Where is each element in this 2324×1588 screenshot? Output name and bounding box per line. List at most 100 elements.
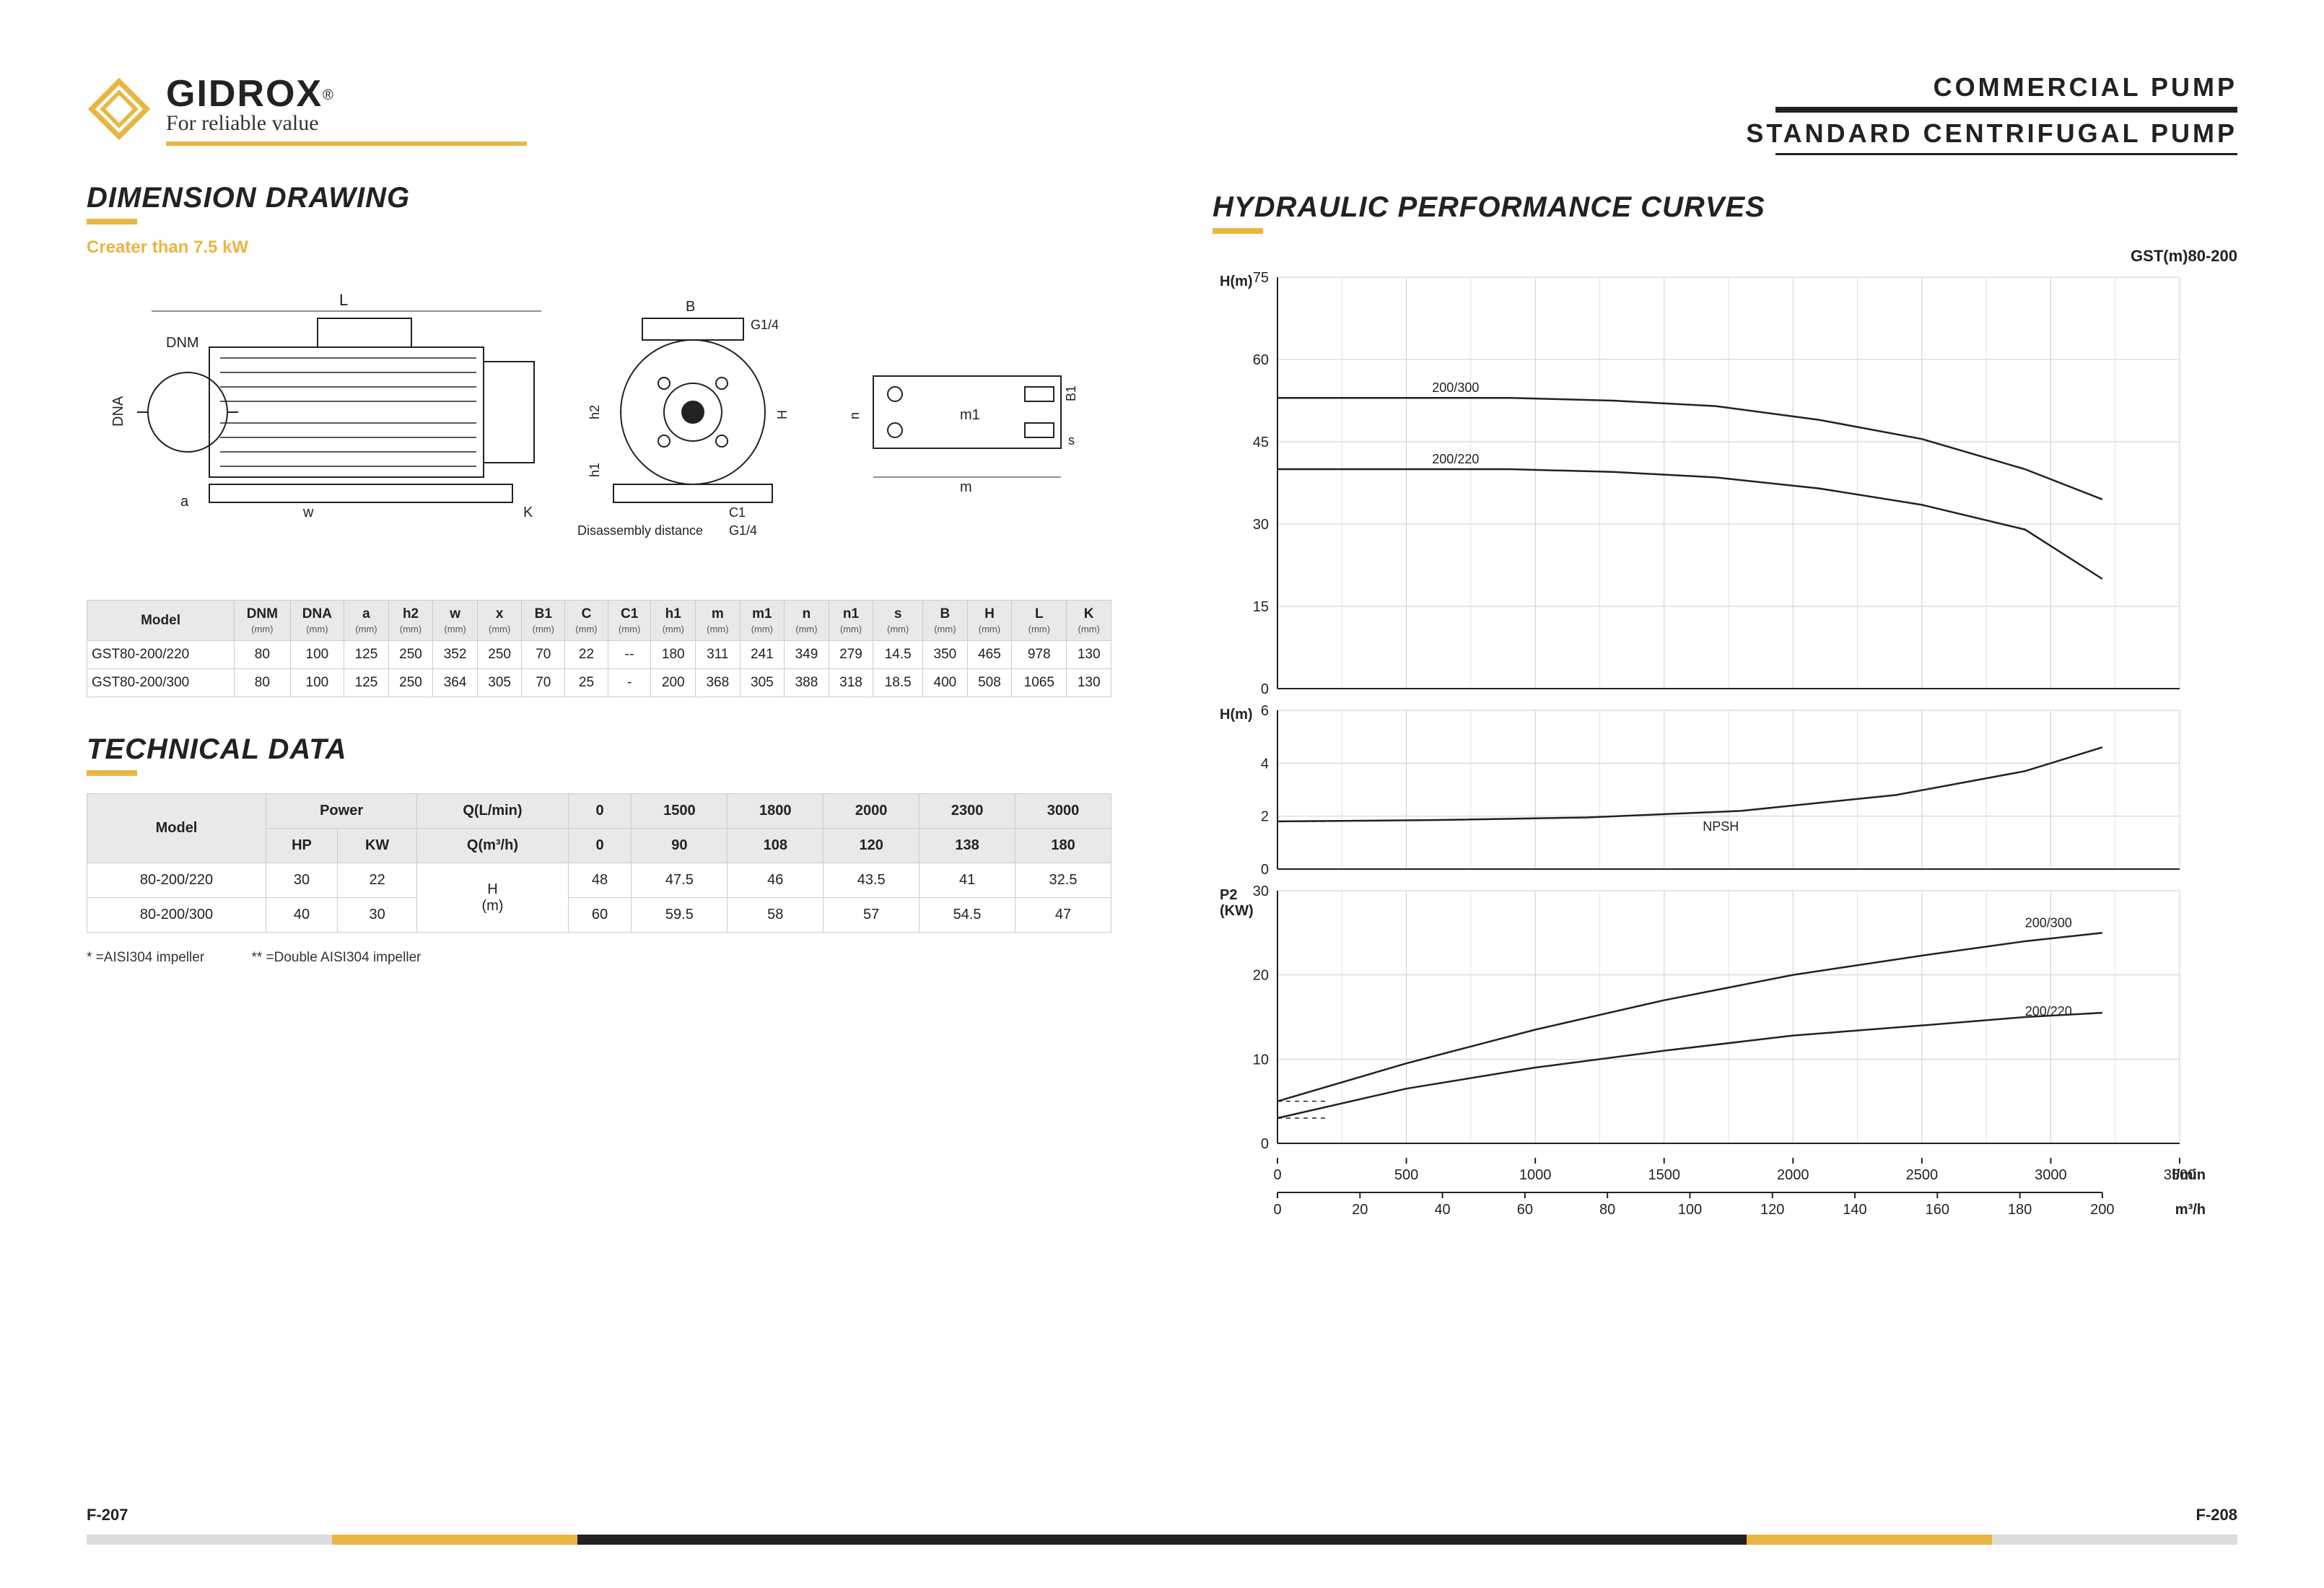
table-row: GST80-200/220801001252503522507022--1803… (87, 641, 1111, 669)
svg-text:s: s (1068, 433, 1075, 448)
dim-col: B(mm) (923, 601, 968, 641)
svg-text:0: 0 (1261, 1136, 1269, 1151)
dim-col: DNA(mm) (290, 601, 344, 641)
svg-text:h1: h1 (587, 463, 602, 477)
svg-text:200/220: 200/220 (2025, 1004, 2072, 1018)
svg-text:Disassembly distance: Disassembly distance (577, 523, 703, 538)
svg-text:200/220: 200/220 (1432, 452, 1479, 466)
svg-text:20: 20 (1253, 968, 1269, 984)
chart-hm: 01530456075H(m)200/300200/220 (1213, 270, 2237, 696)
svg-text:80: 80 (1599, 1202, 1615, 1218)
dimension-title: DIMENSION DRAWING (87, 182, 1111, 214)
brand-name: GIDROX (166, 73, 323, 115)
svg-text:0: 0 (1273, 1167, 1281, 1183)
svg-text:40: 40 (1434, 1202, 1450, 1218)
brand-underline (166, 141, 527, 146)
svg-text:180: 180 (2008, 1202, 2032, 1218)
svg-text:30: 30 (1253, 884, 1269, 899)
svg-text:2500: 2500 (1906, 1167, 1939, 1183)
svg-text:(KW): (KW) (1220, 903, 1254, 919)
svg-text:60: 60 (1517, 1202, 1533, 1218)
svg-text:120: 120 (1760, 1202, 1784, 1218)
svg-text:0: 0 (1261, 681, 1269, 696)
svg-text:3000: 3000 (2035, 1167, 2067, 1183)
header-rule (1775, 153, 2237, 155)
svg-text:H(m): H(m) (1220, 707, 1253, 723)
footnotes: * =AISI304 impeller ** =Double AISI304 i… (87, 950, 1111, 966)
dim-col: a(mm) (344, 601, 389, 641)
svg-text:160: 160 (1926, 1202, 1949, 1218)
dim-col: s(mm) (873, 601, 923, 641)
svg-text:200/300: 200/300 (2025, 915, 2072, 930)
dim-col: m1(mm) (740, 601, 785, 641)
dim-col: L(mm) (1012, 601, 1067, 641)
dim-col: h2(mm) (388, 601, 433, 641)
svg-text:2: 2 (1261, 809, 1269, 825)
svg-text:6: 6 (1261, 703, 1269, 719)
dim-col: n1(mm) (829, 601, 873, 641)
dim-col: x(mm) (477, 601, 522, 641)
svg-text:a: a (180, 494, 189, 510)
svg-text:1500: 1500 (1648, 1167, 1680, 1183)
svg-text:B1: B1 (1064, 385, 1078, 401)
svg-text:1000: 1000 (1519, 1167, 1552, 1183)
dimension-drawing: L DNM DNA a w K B G1/4 h2 (87, 275, 1111, 578)
svg-text:0: 0 (1273, 1202, 1281, 1218)
chart-model-label: GST(m)80-200 (1213, 247, 2237, 266)
svg-text:100: 100 (1678, 1202, 1702, 1218)
brand-tagline: For reliable value (166, 111, 527, 136)
page-right: F-208 (2196, 1506, 2237, 1524)
dim-col: DNM(mm) (235, 601, 291, 641)
dim-col: n(mm) (785, 601, 829, 641)
dimension-drawing-svg: L DNM DNA a w K B G1/4 h2 (87, 275, 1111, 578)
brand-logo: GIDROX® For reliable value (87, 72, 1111, 146)
technical-title: TECHNICAL DATA (87, 733, 1111, 766)
table-row: 80-200/2203022H (m)4847.54643.54132.5 (87, 863, 1111, 898)
svg-text:K: K (523, 505, 533, 520)
curves-title: HYDRAULIC PERFORMANCE CURVES (1213, 191, 2237, 224)
page-left: F-207 (87, 1506, 128, 1524)
dim-col: C(mm) (565, 601, 608, 641)
svg-text:DNA: DNA (110, 396, 126, 427)
dim-col: m(mm) (696, 601, 741, 641)
svg-text:H: H (775, 410, 790, 419)
svg-text:500: 500 (1394, 1167, 1418, 1183)
header-right: COMMERCIAL PUMP STANDARD CENTRIFUGAL PUM… (1213, 72, 2237, 155)
curves-underline (1213, 228, 1263, 234)
svg-text:C1: C1 (729, 505, 746, 520)
brand-reg: ® (323, 87, 333, 103)
table-row: GST80-200/300801001252503643057025-20036… (87, 669, 1111, 697)
dimension-subtitle: Creater than 7.5 kW (87, 237, 1111, 258)
svg-text:20: 20 (1352, 1202, 1368, 1218)
chart-npsh: 0246H(m)NPSH (1213, 703, 2237, 876)
dim-col: h1(mm) (651, 601, 696, 641)
technical-table: Model Power Q(L/min) 0 1500 1800 2000 23… (87, 793, 1111, 933)
svg-text:200/300: 200/300 (1432, 380, 1479, 395)
brand-mark-icon (87, 77, 152, 141)
svg-text:n: n (847, 412, 862, 419)
dim-col: K(mm) (1067, 601, 1111, 641)
svg-text:h2: h2 (587, 405, 602, 419)
svg-text:2000: 2000 (1777, 1167, 1809, 1183)
footer: F-207 F-208 (87, 1506, 2237, 1545)
svg-text:w: w (302, 505, 314, 520)
svg-text:NPSH: NPSH (1703, 819, 1739, 834)
technical-underline (87, 770, 137, 776)
svg-text:m³/h: m³/h (2175, 1202, 2206, 1218)
svg-text:200: 200 (2090, 1202, 2114, 1218)
svg-text:4: 4 (1261, 756, 1269, 772)
svg-text:G1/4: G1/4 (729, 523, 757, 538)
svg-text:60: 60 (1253, 352, 1269, 368)
footnote-b: ** =Double AISI304 impeller (251, 950, 421, 965)
chart-p2: 0102030P2(KW)200/300200/220 (1213, 884, 2237, 1151)
chart-xaxis: 0500100015002000250030003500l/min0204060… (1213, 1158, 2237, 1223)
svg-text:30: 30 (1253, 517, 1269, 533)
svg-text:m: m (960, 479, 972, 495)
header-line2: STANDARD CENTRIFUGAL PUMP (1213, 118, 2237, 149)
svg-text:15: 15 (1253, 599, 1269, 615)
svg-text:45: 45 (1253, 435, 1269, 450)
svg-text:l/min: l/min (2172, 1167, 2206, 1183)
dim-col: B1(mm) (522, 601, 565, 641)
svg-text:B: B (686, 299, 695, 315)
dim-col: C1(mm) (608, 601, 651, 641)
